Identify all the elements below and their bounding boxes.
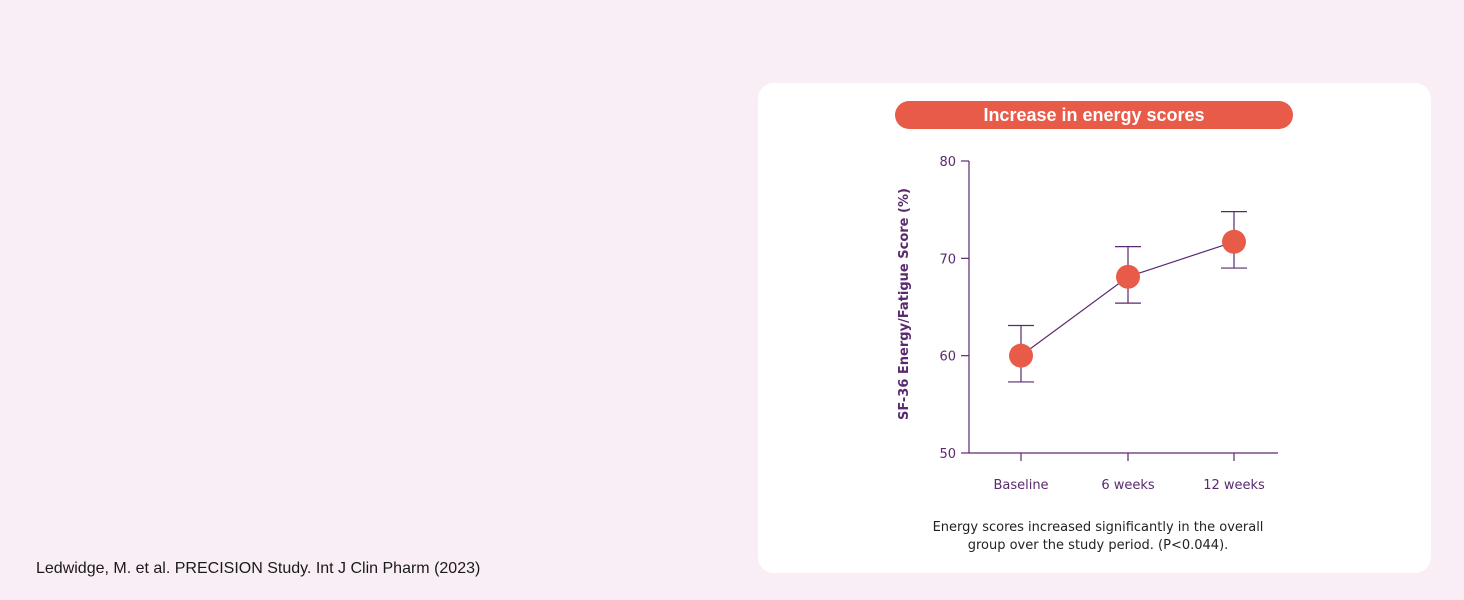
y-tick-label: 80	[939, 155, 956, 170]
chart-title: Increase in energy scores	[895, 101, 1293, 129]
caption-line-2: group over the study period. (P<0.044).	[967, 538, 1229, 553]
caption-line-1: Energy scores increased significantly in…	[932, 520, 1264, 535]
data-point	[1222, 229, 1246, 254]
chart-caption: Energy scores increased significantly in…	[898, 519, 1298, 555]
data-point	[1116, 264, 1140, 289]
data-point	[1009, 343, 1033, 368]
x-tick-label: 12 weeks	[1203, 478, 1265, 493]
y-tick-label: 70	[939, 252, 956, 267]
x-tick-label: Baseline	[993, 478, 1048, 493]
y-tick-label: 50	[939, 447, 956, 462]
citation-text: Ledwidge, M. et al. PRECISION Study. Int…	[36, 560, 481, 577]
y-axis-label: SF-36 Energy/Fatigue Score (%)	[897, 188, 912, 420]
energy-score-chart: SF-36 Energy/Fatigue Score (%) 50607080 …	[897, 155, 1278, 493]
x-tick-label: 6 weeks	[1101, 478, 1155, 493]
y-tick-label: 60	[939, 350, 956, 365]
chart-card: Increase in energy scores SF-36 Energy/F…	[758, 83, 1431, 573]
